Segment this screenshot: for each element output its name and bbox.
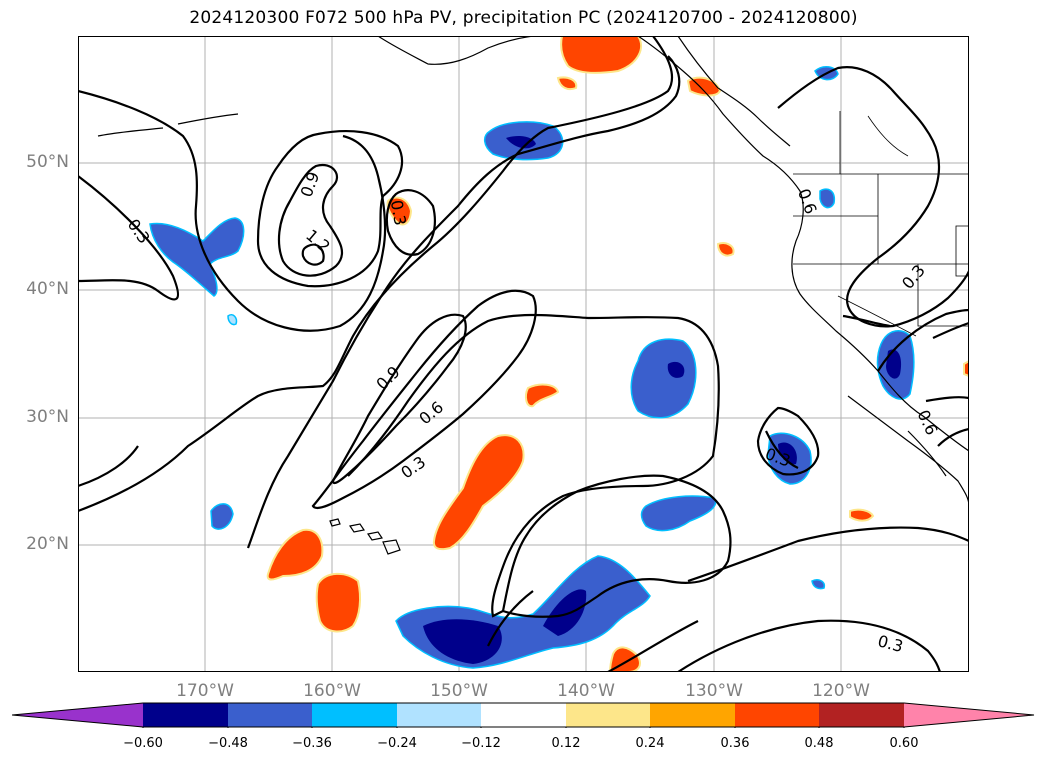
- colorbar-tick-label: −0.24: [377, 736, 417, 751]
- orange-patch-north-central: [386, 196, 413, 226]
- hawaii-islands: [329, 518, 401, 555]
- colorbar-ticks: [142, 727, 905, 728]
- colorbar-cell: [312, 703, 397, 727]
- colorbar-tick-label: −0.12: [461, 736, 501, 751]
- blue-patch-south-large: [395, 555, 651, 669]
- blue-patch-central: [630, 338, 697, 419]
- contour-label: 0.3: [387, 199, 410, 227]
- gridlines: [78, 36, 969, 672]
- orange-patch-east-small: [849, 508, 875, 522]
- orange-patch-west-south: [266, 528, 324, 581]
- colorbar-tick-label: 0.36: [720, 736, 750, 751]
- blue-patch-west-small: [210, 503, 234, 530]
- blue-patch-aleutian: [149, 217, 245, 297]
- colorbar-tick-label: 0.24: [635, 736, 665, 751]
- colorbar-cell: [143, 703, 228, 727]
- orange-patch-central-small: [524, 383, 560, 408]
- contour-label: 0.3: [397, 452, 429, 482]
- colorbar-tick-label: 0.48: [804, 736, 834, 751]
- colorbar-tick-label: −0.36: [292, 736, 332, 751]
- colorbar-cell: [735, 703, 819, 727]
- colorbar-cell: [228, 703, 312, 727]
- colorbar-tick-label: 0.60: [889, 736, 919, 751]
- colorbar-tick-label: −0.48: [208, 736, 248, 751]
- lat-label: 50°N: [26, 152, 69, 172]
- colorbar-cell: [819, 703, 904, 727]
- coastlines: [97, 36, 969, 507]
- lat-label: 30°N: [26, 407, 69, 427]
- lon-label: 130°W: [685, 681, 743, 701]
- colorbar-cell: [904, 703, 1034, 727]
- contour-label: 0.6: [415, 397, 447, 428]
- orange-patch-small-north: [556, 76, 578, 91]
- map-svg: 0.3 0.9 1.2 0.3 0.9 0.6 0.3 0.6 0.3 0.3 …: [78, 36, 969, 672]
- colorbar-cell: [566, 703, 650, 727]
- negative-precip-areas: [149, 66, 915, 669]
- colorbar-cell: [12, 703, 143, 727]
- lon-label: 170°W: [176, 681, 234, 701]
- lat-label: 40°N: [26, 279, 69, 299]
- orange-patch-edge: [963, 359, 969, 378]
- blue-patch-mid-south: [640, 495, 717, 532]
- map-panel: 0.3 0.9 1.2 0.3 0.9 0.6 0.3 0.6 0.3 0.3 …: [78, 36, 969, 672]
- positive-precip-areas: [266, 36, 969, 672]
- colorbar: [12, 702, 1035, 728]
- lon-label: 140°W: [557, 681, 615, 701]
- contour-label: 1.2: [302, 225, 334, 256]
- blue-patch-tiny-west: [227, 313, 238, 326]
- lon-label: 120°W: [812, 681, 870, 701]
- colorbar-cell: [650, 703, 735, 727]
- pv-contours: [78, 36, 969, 672]
- lon-label: 160°W: [303, 681, 361, 701]
- page-title: 2024120300 F072 500 hPa PV, precipitatio…: [189, 8, 858, 28]
- contour-label: 0.6: [794, 186, 821, 216]
- colorbar-tick-label: −0.60: [123, 736, 163, 751]
- contour-label: 0.3: [898, 261, 929, 293]
- blue-patch-tiny-se: [811, 579, 826, 590]
- map-border: [78, 36, 969, 672]
- contour-label: 0.6: [914, 407, 942, 438]
- colorbar-cell: [481, 703, 566, 727]
- lat-label: 20°N: [26, 534, 69, 554]
- orange-patch-central-long: [432, 434, 525, 551]
- colorbar-tick-label: 0.12: [551, 736, 581, 751]
- lon-label: 150°W: [430, 681, 488, 701]
- orange-patch-pnw: [716, 242, 735, 257]
- contour-label: 0.9: [297, 169, 324, 199]
- blue-patch-pnw-small: [819, 188, 836, 209]
- colorbar-cell: [397, 703, 481, 727]
- orange-patch-alaska: [560, 36, 643, 74]
- orange-patch-south: [315, 572, 362, 633]
